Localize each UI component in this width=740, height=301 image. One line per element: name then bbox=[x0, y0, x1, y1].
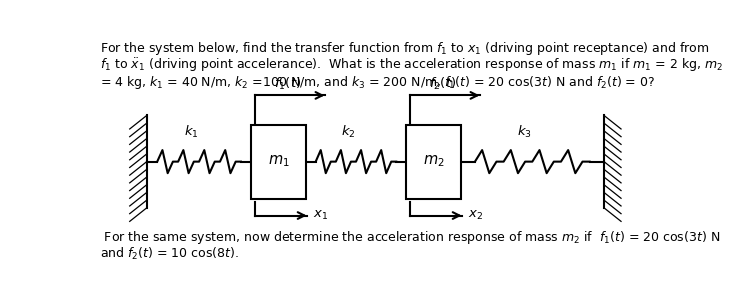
Text: $f_1(t)$: $f_1(t)$ bbox=[274, 76, 301, 92]
Text: $m_1$: $m_1$ bbox=[268, 154, 289, 169]
Text: $f_1$ to $\ddot{x}_1$ (driving point accelerance).  What is the acceleration res: $f_1$ to $\ddot{x}_1$ (driving point acc… bbox=[100, 57, 723, 74]
Text: $k_2$: $k_2$ bbox=[341, 124, 355, 140]
Text: $x_2$: $x_2$ bbox=[468, 209, 482, 222]
Text: $k_1$: $k_1$ bbox=[184, 124, 198, 140]
Text: and $f_2(t)$ = 10 cos(8$t$).: and $f_2(t)$ = 10 cos(8$t$). bbox=[100, 246, 239, 262]
Bar bbox=[252, 125, 306, 199]
Text: $x_1$: $x_1$ bbox=[312, 209, 328, 222]
Bar bbox=[406, 125, 460, 199]
Text: For the system below, find the transfer function from $f_1$ to $x_1$ (driving po: For the system below, find the transfer … bbox=[100, 40, 710, 57]
Text: $f_2(t)$: $f_2(t)$ bbox=[428, 76, 456, 92]
Text: For the same system, now determine the acceleration response of mass $m_2$ if  $: For the same system, now determine the a… bbox=[100, 229, 721, 247]
Text: $m_2$: $m_2$ bbox=[423, 154, 444, 169]
Text: $k_3$: $k_3$ bbox=[517, 124, 532, 140]
Text: = 4 kg, $k_1$ = 40 N/m, $k_2$ =100 N/m, and $k_3$ = 200 N/m, $f_1(t)$ = 20 cos(3: = 4 kg, $k_1$ = 40 N/m, $k_2$ =100 N/m, … bbox=[100, 74, 656, 91]
